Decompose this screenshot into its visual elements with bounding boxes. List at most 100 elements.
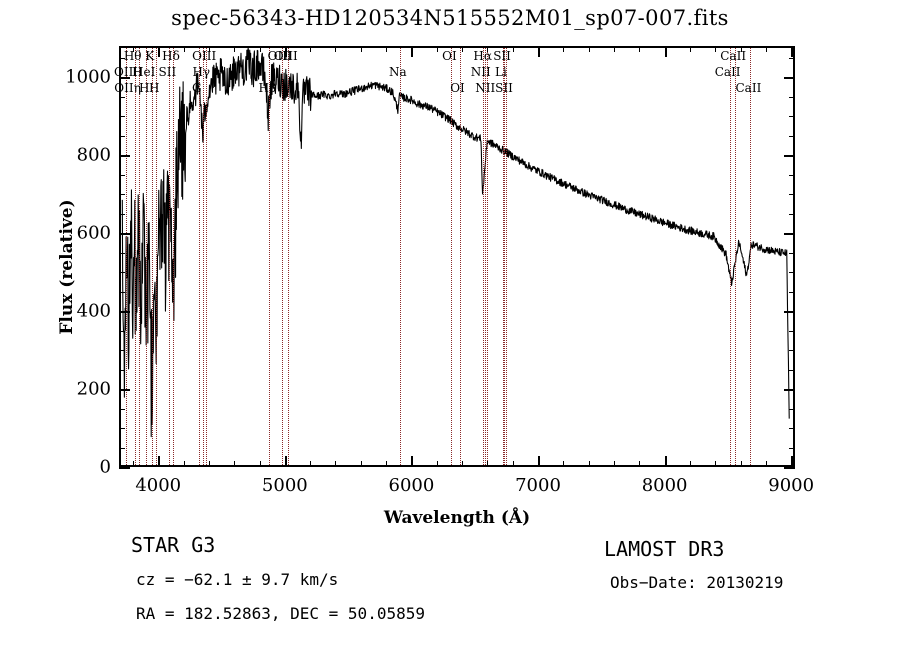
x-axis-minor-tick: [132, 461, 134, 467]
y-axis-label: Flux (relative): [57, 199, 77, 335]
spectrum-curve: [121, 48, 790, 438]
spectral-line-label: NII: [470, 65, 491, 79]
y-axis-minor-tick-right: [789, 330, 795, 332]
y-axis-minor-tick: [119, 57, 125, 59]
x-axis-major-tick: [791, 456, 794, 467]
spectral-line-label: OII: [114, 65, 134, 79]
spectral-line-marker: [487, 48, 489, 465]
x-axis-minor-tick-top: [689, 46, 691, 52]
spectral-line-marker: [156, 48, 158, 465]
y-axis-minor-tick: [119, 96, 125, 98]
spectral-line-label: Hγ: [192, 65, 211, 79]
y-axis-minor-tick: [119, 174, 125, 176]
y-axis-minor-tick-right: [789, 369, 795, 371]
x-axis-major-tick: [411, 456, 414, 467]
x-axis-major-tick-top: [411, 46, 414, 57]
spectral-line-label: Hδ: [162, 49, 180, 63]
x-axis-minor-tick: [335, 461, 337, 467]
y-axis-major-tick-right: [784, 467, 795, 469]
y-axis-minor-tick: [119, 330, 125, 332]
spectral-line-marker: [504, 48, 506, 465]
x-axis-minor-tick-top: [462, 46, 464, 52]
y-axis-minor-tick: [119, 213, 125, 215]
x-axis-minor-tick: [360, 461, 362, 467]
x-axis-minor-tick: [208, 461, 210, 467]
y-axis-minor-tick-right: [789, 428, 795, 430]
spectral-line-label: Hα: [473, 49, 492, 63]
y-axis-minor-tick: [119, 272, 125, 274]
x-axis-minor-tick: [512, 461, 514, 467]
spectral-line-label: OII: [114, 81, 134, 95]
y-axis-minor-tick-right: [789, 447, 795, 449]
spectral-line-label: SII: [495, 81, 513, 95]
x-axis-tick-label: 7000: [515, 475, 561, 496]
x-axis-minor-tick-top: [487, 46, 489, 52]
y-axis-minor-tick-right: [789, 408, 795, 410]
y-axis-major-tick: [119, 389, 130, 392]
y-axis-minor-tick-right: [789, 272, 795, 274]
y-axis-tick-label: 1000: [65, 66, 111, 88]
spectral-line-label: Li: [495, 65, 507, 79]
y-axis-major-tick-right: [784, 155, 795, 158]
y-axis-minor-tick: [119, 428, 125, 430]
y-axis-minor-tick-right: [789, 96, 795, 98]
x-axis-major-tick-top: [664, 46, 667, 57]
y-axis-minor-tick: [119, 291, 125, 293]
y-axis-major-tick: [119, 77, 130, 80]
y-axis-minor-tick-right: [789, 174, 795, 176]
survey-name-text: LAMOST DR3: [604, 537, 725, 561]
x-axis-major-tick-top: [284, 46, 287, 57]
spectral-line-label: H: [132, 65, 143, 79]
spectral-line-marker: [173, 48, 175, 465]
page-title: spec-56343-HD120534N515552M01_sp07-007.f…: [171, 6, 729, 30]
y-axis-major-tick-right: [784, 233, 795, 236]
x-axis-minor-tick: [310, 461, 312, 467]
spectral-line-label: Na: [389, 65, 407, 79]
spectral-line-label: η: [133, 81, 141, 95]
y-axis-minor-tick: [119, 369, 125, 371]
spectral-line-marker: [125, 48, 127, 465]
x-axis-minor-tick: [563, 461, 565, 467]
x-axis-major-tick-top: [538, 46, 541, 57]
observation-date-text: Obs−Date: 20130219: [610, 573, 784, 592]
x-axis-major-tick-top: [158, 46, 161, 57]
y-axis-minor-tick-right: [789, 213, 795, 215]
spectral-line-marker: [459, 48, 461, 465]
x-axis-minor-tick: [639, 461, 641, 467]
spectral-line-label: H: [138, 81, 150, 95]
spectral-line-marker: [502, 48, 504, 465]
spectral-line-label: NII: [475, 81, 496, 95]
y-axis-tick-label: 200: [76, 378, 111, 400]
x-axis-minor-tick: [234, 461, 236, 467]
spectral-line-marker: [203, 48, 205, 465]
object-class-text: STAR G3: [131, 533, 216, 557]
x-axis-minor-tick-top: [132, 46, 134, 52]
y-axis-major-tick: [119, 467, 130, 469]
y-axis-minor-tick: [119, 116, 125, 118]
x-axis-major-tick-top: [791, 46, 794, 57]
spectral-line-label: CaII: [735, 81, 762, 95]
y-axis-tick-label: 400: [76, 300, 111, 322]
spectral-line-marker: [287, 48, 289, 465]
spectral-line-marker: [482, 48, 484, 465]
y-axis-major-tick: [119, 233, 130, 236]
y-axis-minor-tick: [119, 135, 125, 137]
x-axis-minor-tick-top: [512, 46, 514, 52]
spectral-line-label: Hθ: [123, 49, 142, 63]
y-axis-minor-tick-right: [789, 194, 795, 196]
x-axis-tick-label: 9000: [768, 475, 815, 496]
spectral-line-label: SII: [158, 65, 177, 79]
x-axis-minor-tick-top: [740, 46, 742, 52]
y-axis-major-tick-right: [784, 77, 795, 80]
x-axis-minor-tick: [689, 461, 691, 467]
x-axis-tick-label: 5000: [261, 475, 308, 496]
x-axis-minor-tick-top: [360, 46, 362, 52]
y-axis-minor-tick-right: [789, 350, 795, 352]
x-axis-major-tick: [284, 456, 287, 467]
y-axis-minor-tick: [119, 447, 125, 449]
y-axis-minor-tick-right: [789, 252, 795, 254]
x-axis-tick-label: 8000: [641, 475, 688, 496]
spectral-line-label: OI: [442, 49, 457, 63]
spectral-line-marker: [399, 48, 401, 465]
y-axis-minor-tick: [119, 252, 125, 254]
